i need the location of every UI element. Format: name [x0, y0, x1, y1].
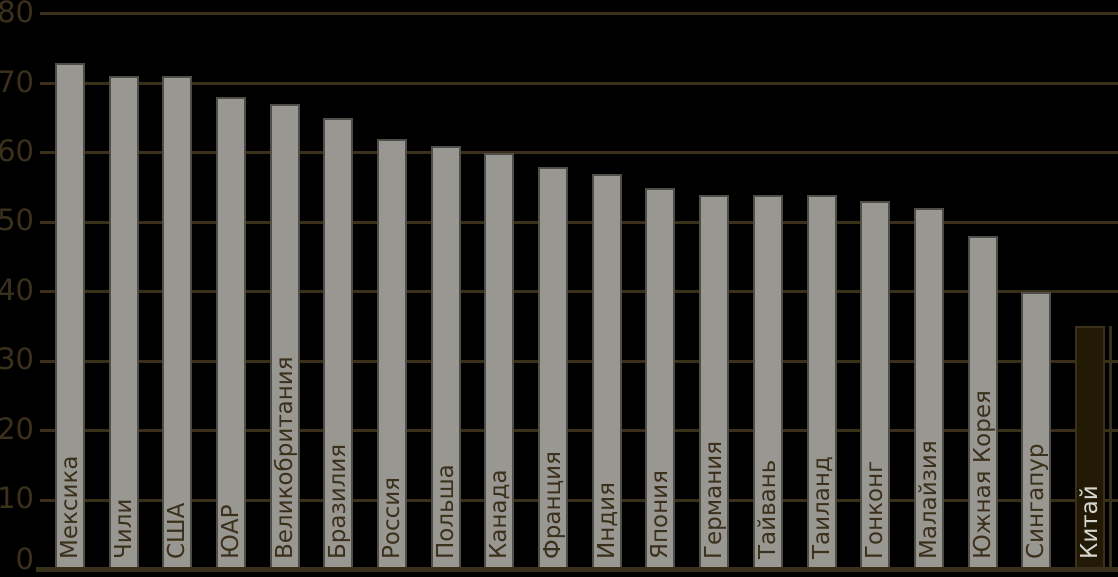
- bar-label: Малайзия: [915, 440, 942, 559]
- y-axis-label-60: 60: [0, 133, 34, 168]
- y-axis-label-20: 20: [0, 411, 34, 446]
- bar: [967, 236, 998, 569]
- gridline-30: [40, 359, 1118, 363]
- bar: [538, 166, 569, 569]
- y-axis-label-50: 50: [0, 203, 34, 238]
- bar: [430, 145, 461, 569]
- bar: [860, 201, 891, 569]
- gridline-40: [40, 290, 1118, 294]
- bar: [699, 194, 730, 569]
- bar-label: Мексика: [57, 455, 83, 559]
- bar-label: Таиланд: [808, 456, 835, 559]
- bar: [162, 76, 193, 569]
- gridline-20: [40, 429, 1118, 433]
- bar-label: Франция: [540, 451, 567, 559]
- bar-label: Тайвань: [754, 459, 781, 559]
- x-axis-line: [36, 567, 1118, 572]
- y-axis-label-0: 0: [15, 541, 34, 576]
- gridline-70: [40, 81, 1118, 85]
- bar-label: Чили: [110, 498, 137, 559]
- gridline-50: [40, 220, 1118, 224]
- gridline-10: [40, 498, 1118, 502]
- bar-label: США: [164, 502, 191, 559]
- highlight-bar-shadow: [1108, 326, 1112, 569]
- bar: [323, 118, 354, 569]
- bar-label: Канада: [486, 469, 513, 559]
- bar: [1021, 291, 1052, 569]
- bar: [591, 173, 622, 569]
- y-axis-label-30: 30: [0, 342, 34, 377]
- y-axis-label-40: 40: [0, 272, 34, 307]
- bar-label: Бразилия: [325, 443, 352, 559]
- bar: [806, 194, 837, 569]
- bar: [108, 76, 139, 569]
- bar-label: Южная Корея: [969, 390, 996, 559]
- bar-label: Гонконг: [862, 460, 889, 559]
- bar: [216, 97, 247, 569]
- bar: [269, 104, 300, 569]
- bar-label: Китай: [1076, 485, 1103, 559]
- bar-label: Япония: [647, 470, 674, 559]
- y-axis-label-80: 80: [0, 0, 34, 30]
- bar-label: Сингапур: [1023, 443, 1050, 559]
- gridline-80: [40, 12, 1118, 16]
- gridline-60: [40, 151, 1118, 155]
- bar: [913, 208, 944, 569]
- bar-label: Германия: [701, 440, 728, 559]
- bar-label: Россия: [379, 476, 406, 559]
- bar: [55, 62, 85, 569]
- bar-label: ЮАР: [218, 504, 245, 559]
- bar-label: Польша: [432, 464, 459, 559]
- bar: [752, 194, 783, 569]
- bar-label: Индия: [593, 482, 620, 559]
- highlight-bar: [1074, 326, 1105, 569]
- bar: [484, 152, 515, 569]
- bar-label: Великобритания: [271, 356, 298, 559]
- bar: [645, 187, 676, 569]
- y-axis-label-70: 70: [0, 64, 34, 99]
- y-axis-label-10: 10: [0, 481, 34, 516]
- bar: [377, 138, 408, 569]
